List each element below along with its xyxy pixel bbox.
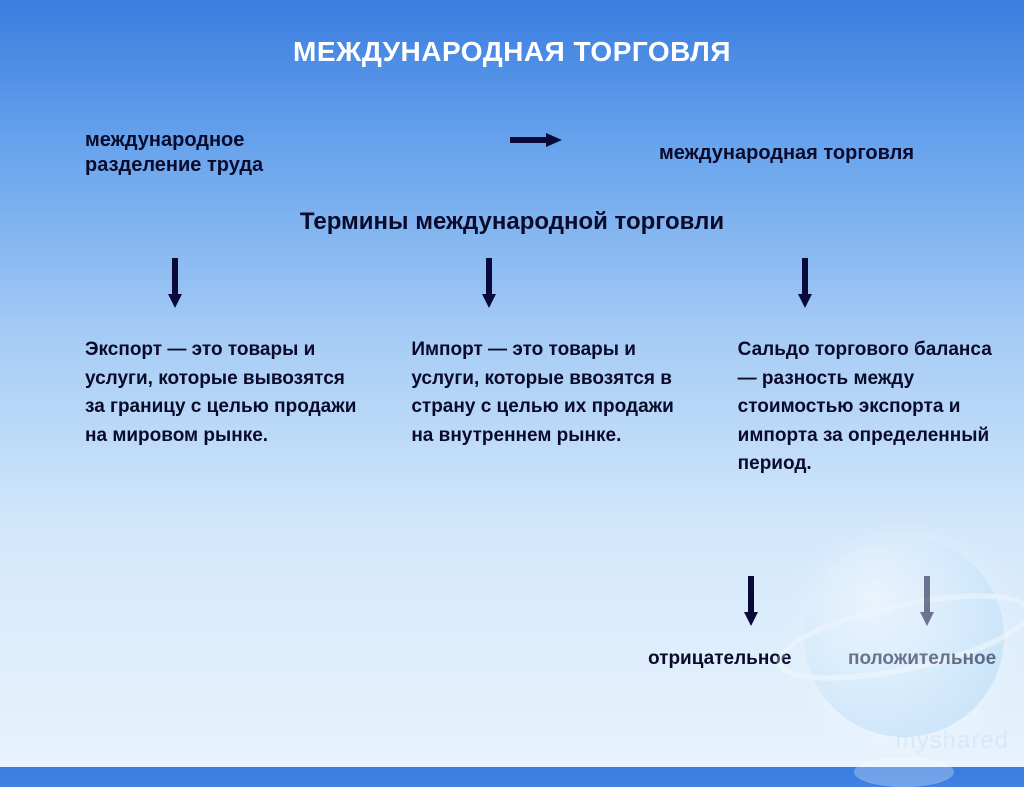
top-row: международное разделение труда междунаро… [85,128,939,178]
arrow-down-icon [482,258,496,308]
subtitle: Термины международной торговли [0,208,1024,236]
term-arrows-row [0,258,1024,316]
watermark: myshared [896,727,1009,755]
arrow-down-icon [744,576,758,626]
top-left-label: международное разделение труда [85,128,325,178]
bottom-arrows [0,576,1024,634]
term-import: Импорт — это товары и услуги, которые вв… [411,336,687,479]
term-balance: Сальдо торгового баланса — разность межд… [738,336,1014,479]
label-positive: положительное [848,648,996,670]
main-title: МЕЖДУНАРОДНАЯ ТОРГОВЛЯ [0,36,1024,68]
arrow-down-icon [798,258,812,308]
terms-row: Экспорт — это товары и услуги, которые в… [85,336,1014,479]
arrow-down-icon [168,258,182,308]
arrow-down-icon [920,576,934,626]
arrow-right-icon [510,133,562,147]
term-export: Экспорт — это товары и услуги, которые в… [85,336,361,479]
label-negative: отрицательное [648,648,791,670]
top-right-label: международная торговля [659,142,939,165]
